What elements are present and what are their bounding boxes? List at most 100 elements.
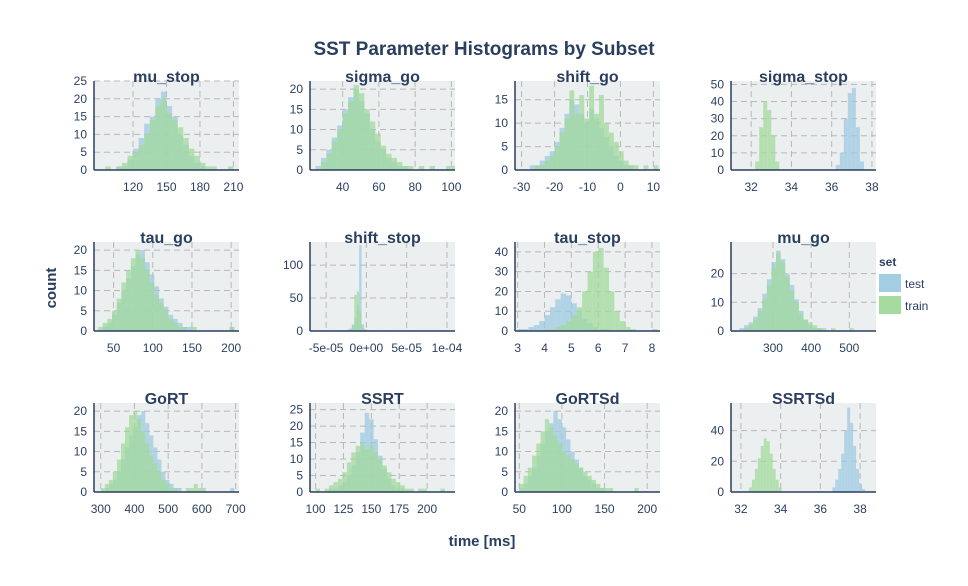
x-tick-label: 10 [647,180,661,194]
y-tick-label: 20 [711,267,725,281]
histogram-bar [315,165,321,170]
panel-SSRT: 0 5 10 15 20 25 100 125 150 175 200 SSRT [290,391,455,516]
histogram-bar [623,160,629,170]
histogram-bar [560,293,567,331]
histogram-bar [566,295,572,331]
histogram-bar [582,291,588,331]
legend-swatch-train[interactable] [879,296,901,314]
histogram-bar [843,118,848,170]
histogram-bar [785,276,790,331]
y-tick-label: 20 [711,454,725,468]
histogram-bar [603,267,609,331]
series-train [315,442,445,492]
histogram-bar [767,110,772,170]
x-tick-label: 8 [649,341,656,355]
histogram-bar [748,487,752,492]
histogram-bar [409,488,414,492]
histogram-bar [618,151,624,170]
histogram-bar [451,165,455,170]
x-tick-label: 200 [221,341,241,355]
y-tick-label: 5 [501,465,508,479]
y-tick-label: 20 [290,82,304,96]
legend-label-train[interactable]: train [905,299,928,313]
series-train [755,101,780,170]
histogram-bar [751,479,755,492]
x-tick-label: 180 [190,180,210,194]
histogram-bar [754,468,758,492]
histogram-bar [144,270,150,331]
histogram-bar [757,310,763,331]
histogram-bar [173,487,178,492]
y-tick-label: 20 [74,404,88,418]
y-tick-label: 15 [495,93,509,107]
x-tick-label: 200 [637,502,657,516]
panel-tau-go: 0 5 10 15 20 50 100 150 200 tau_go [74,230,242,355]
panel-title: shift_go [556,69,618,86]
y-tick-label: 10 [495,304,509,318]
histogram-bar [177,326,183,331]
histogram-bar [188,148,195,170]
histogram-bar [755,161,760,170]
histogram-bar [144,134,150,170]
histogram-bar [549,427,554,492]
histogram-bar [121,162,128,170]
histogram-bar [532,455,537,492]
histogram-bar [177,322,183,331]
histogram-bar [633,165,639,170]
histogram-bar [643,165,649,170]
y-tick-label: 0 [296,163,303,177]
legend-label-test[interactable]: test [905,277,925,291]
x-tick-label: 300 [763,341,783,355]
histogram-bar [555,299,561,331]
histogram-bar [324,488,329,492]
histogram-bar [205,166,212,170]
histogram-bar [402,165,408,170]
y-tick-label: 15 [74,110,88,124]
y-tick-label: 5 [296,143,303,157]
histogram-bar [576,307,583,331]
histogram-bar [149,120,156,170]
histogram-bar [763,438,767,492]
panel-GoRTSd: 0 5 10 15 20 50 100 150 200 GoRTSd [495,391,660,516]
legend[interactable]: set test train [879,255,928,314]
histogram-bar [326,153,332,170]
histogram-bar [407,165,414,170]
panel-title: sigma_go [345,69,420,86]
histogram-bar [603,123,609,170]
histogram-bar [544,315,550,331]
histogram-bar [138,145,145,170]
histogram-bar [517,329,524,331]
x-tick-label: 50 [107,341,121,355]
histogram-bar [859,484,863,492]
x-tick-label: 40 [336,180,350,194]
x-tick-label: 125 [333,502,353,516]
histogram-bar [557,443,562,492]
histogram-bar [838,468,842,492]
histogram-bar [808,322,813,331]
histogram-bar [757,458,761,492]
histogram-bar [315,488,321,492]
histogram-bar [140,258,145,331]
histogram-bar [544,329,550,331]
histogram-bar [129,415,134,492]
legend-swatch-test[interactable] [879,274,901,292]
histogram-bar [102,322,108,331]
histogram-bar [739,328,744,331]
histogram-bar [564,118,570,170]
histogram-bar [400,485,405,492]
x-tick-label: 36 [814,502,828,516]
histogram-bar [163,310,169,331]
series-train [97,250,235,331]
x-tick-label: -5e-05 [309,341,344,355]
histogram-bar [166,113,173,170]
histogram-bar [354,294,357,331]
histogram-bar [353,85,359,170]
histogram-bar [553,435,558,492]
histogram-bar [100,487,105,492]
histogram-bar [851,87,856,170]
histogram-bar [230,487,235,492]
histogram-bar [549,307,556,331]
histogram-bar [560,325,567,331]
panel-mu-stop: 0 5 10 15 20 25 120 150 180 210 mu_stop [74,69,244,194]
